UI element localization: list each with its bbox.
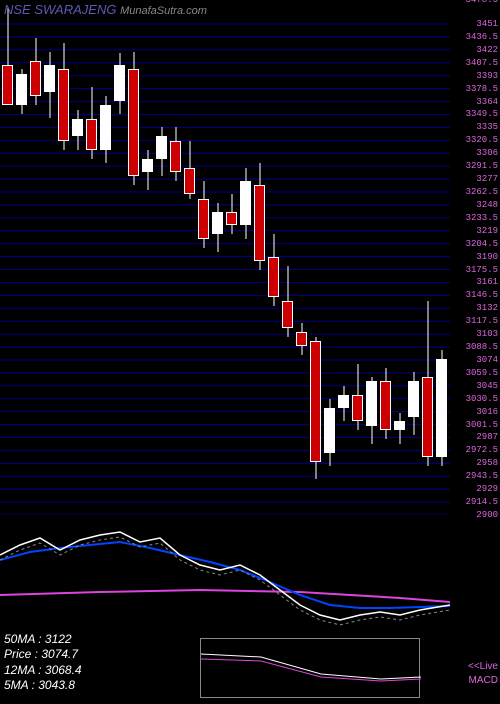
price-axis: 3478.5 3451 3436.5 3422 3407.5 3393 3378.5 3364… (450, 0, 500, 515)
candle (86, 0, 97, 515)
source-site: MunafaSutra.com (120, 5, 207, 17)
price-tick: 3422 (476, 45, 498, 55)
candle (352, 0, 363, 515)
candle (72, 0, 83, 515)
price-tick: 3451 (476, 19, 498, 29)
price-tick: 3161 (476, 277, 498, 287)
candle (44, 0, 55, 515)
price-tick: 3175.5 (466, 265, 498, 275)
price-tick: 3393 (476, 71, 498, 81)
price-tick: 3320.5 (466, 135, 498, 145)
candle (2, 0, 13, 515)
price-tick: 3001.5 (466, 420, 498, 430)
candle (226, 0, 237, 515)
price-tick: 3132 (476, 303, 498, 313)
price-tick: 3364 (476, 97, 498, 107)
price-tick: 2914.5 (466, 497, 498, 507)
candle (310, 0, 321, 515)
price-tick: 3219 (476, 226, 498, 236)
price-tick: 2900 (476, 510, 498, 520)
candle (380, 0, 391, 515)
price-tick: 3059.5 (466, 368, 498, 378)
candle (240, 0, 251, 515)
mini-inset (200, 638, 420, 698)
price-tick: 3378.5 (466, 84, 498, 94)
candle (58, 0, 69, 515)
price-tick: 3204.5 (466, 239, 498, 249)
candle (254, 0, 265, 515)
candle (366, 0, 377, 515)
candle (394, 0, 405, 515)
macd-panel (0, 520, 450, 650)
candle (142, 0, 153, 515)
candle (212, 0, 223, 515)
price-tick: 3436.5 (466, 32, 498, 42)
ma50-value: 50MA : 3122 (4, 632, 82, 648)
candle (156, 0, 167, 515)
candle (100, 0, 111, 515)
candle (198, 0, 209, 515)
price-tick: 3335 (476, 122, 498, 132)
price-tick: 3016 (476, 407, 498, 417)
price-tick: 3074 (476, 355, 498, 365)
price-tick: 3478.5 (466, 0, 498, 5)
mini-lines (201, 639, 421, 699)
price-tick: 3117.5 (466, 316, 498, 326)
candle (282, 0, 293, 515)
ma12-value: 12MA : 3068.4 (4, 663, 82, 679)
ma-info-box: 50MA : 3122 Price : 3074.7 12MA : 3068.4… (4, 632, 82, 694)
chart-header: NSE SWARAJENG MunafaSutra.com (4, 2, 207, 17)
live-label: <<Live (468, 661, 498, 672)
price-tick: 2958 (476, 458, 498, 468)
candle (408, 0, 419, 515)
candle (296, 0, 307, 515)
ma5-value: 5MA : 3043.8 (4, 678, 82, 694)
price-tick: 3291.5 (466, 161, 498, 171)
candle (422, 0, 433, 515)
candle (30, 0, 41, 515)
price-tick: 2943.5 (466, 471, 498, 481)
chart-container: NSE SWARAJENG MunafaSutra.com 3478.5 3451… (0, 0, 500, 700)
price-tick: 3277 (476, 174, 498, 184)
macd-lines (0, 520, 450, 650)
price-tick: 3233.5 (466, 213, 498, 223)
macd-label: MACD (469, 675, 498, 686)
price-tick: 2929 (476, 484, 498, 494)
candle (170, 0, 181, 515)
candle (268, 0, 279, 515)
price-tick: 2987 (476, 432, 498, 442)
candle (338, 0, 349, 515)
price-tick: 3349.5 (466, 109, 498, 119)
candle (184, 0, 195, 515)
candlestick-chart (0, 0, 450, 515)
price-tick: 3103 (476, 329, 498, 339)
price-tick: 3407.5 (466, 58, 498, 68)
candle (16, 0, 27, 515)
price-tick: 3248 (476, 200, 498, 210)
price-tick: 2972.5 (466, 445, 498, 455)
price-tick: 3030.5 (466, 394, 498, 404)
candle (128, 0, 139, 515)
candle (324, 0, 335, 515)
price-tick: 3088.5 (466, 342, 498, 352)
price-tick: 3306 (476, 148, 498, 158)
candle (436, 0, 447, 515)
price-tick: 3045 (476, 381, 498, 391)
exchange-symbol: NSE SWARAJENG (4, 2, 116, 17)
price-tick: 3262.5 (466, 187, 498, 197)
price-tick: 3190 (476, 252, 498, 262)
candle (114, 0, 125, 515)
price-tick: 3146.5 (466, 290, 498, 300)
price-value: Price : 3074.7 (4, 647, 82, 663)
